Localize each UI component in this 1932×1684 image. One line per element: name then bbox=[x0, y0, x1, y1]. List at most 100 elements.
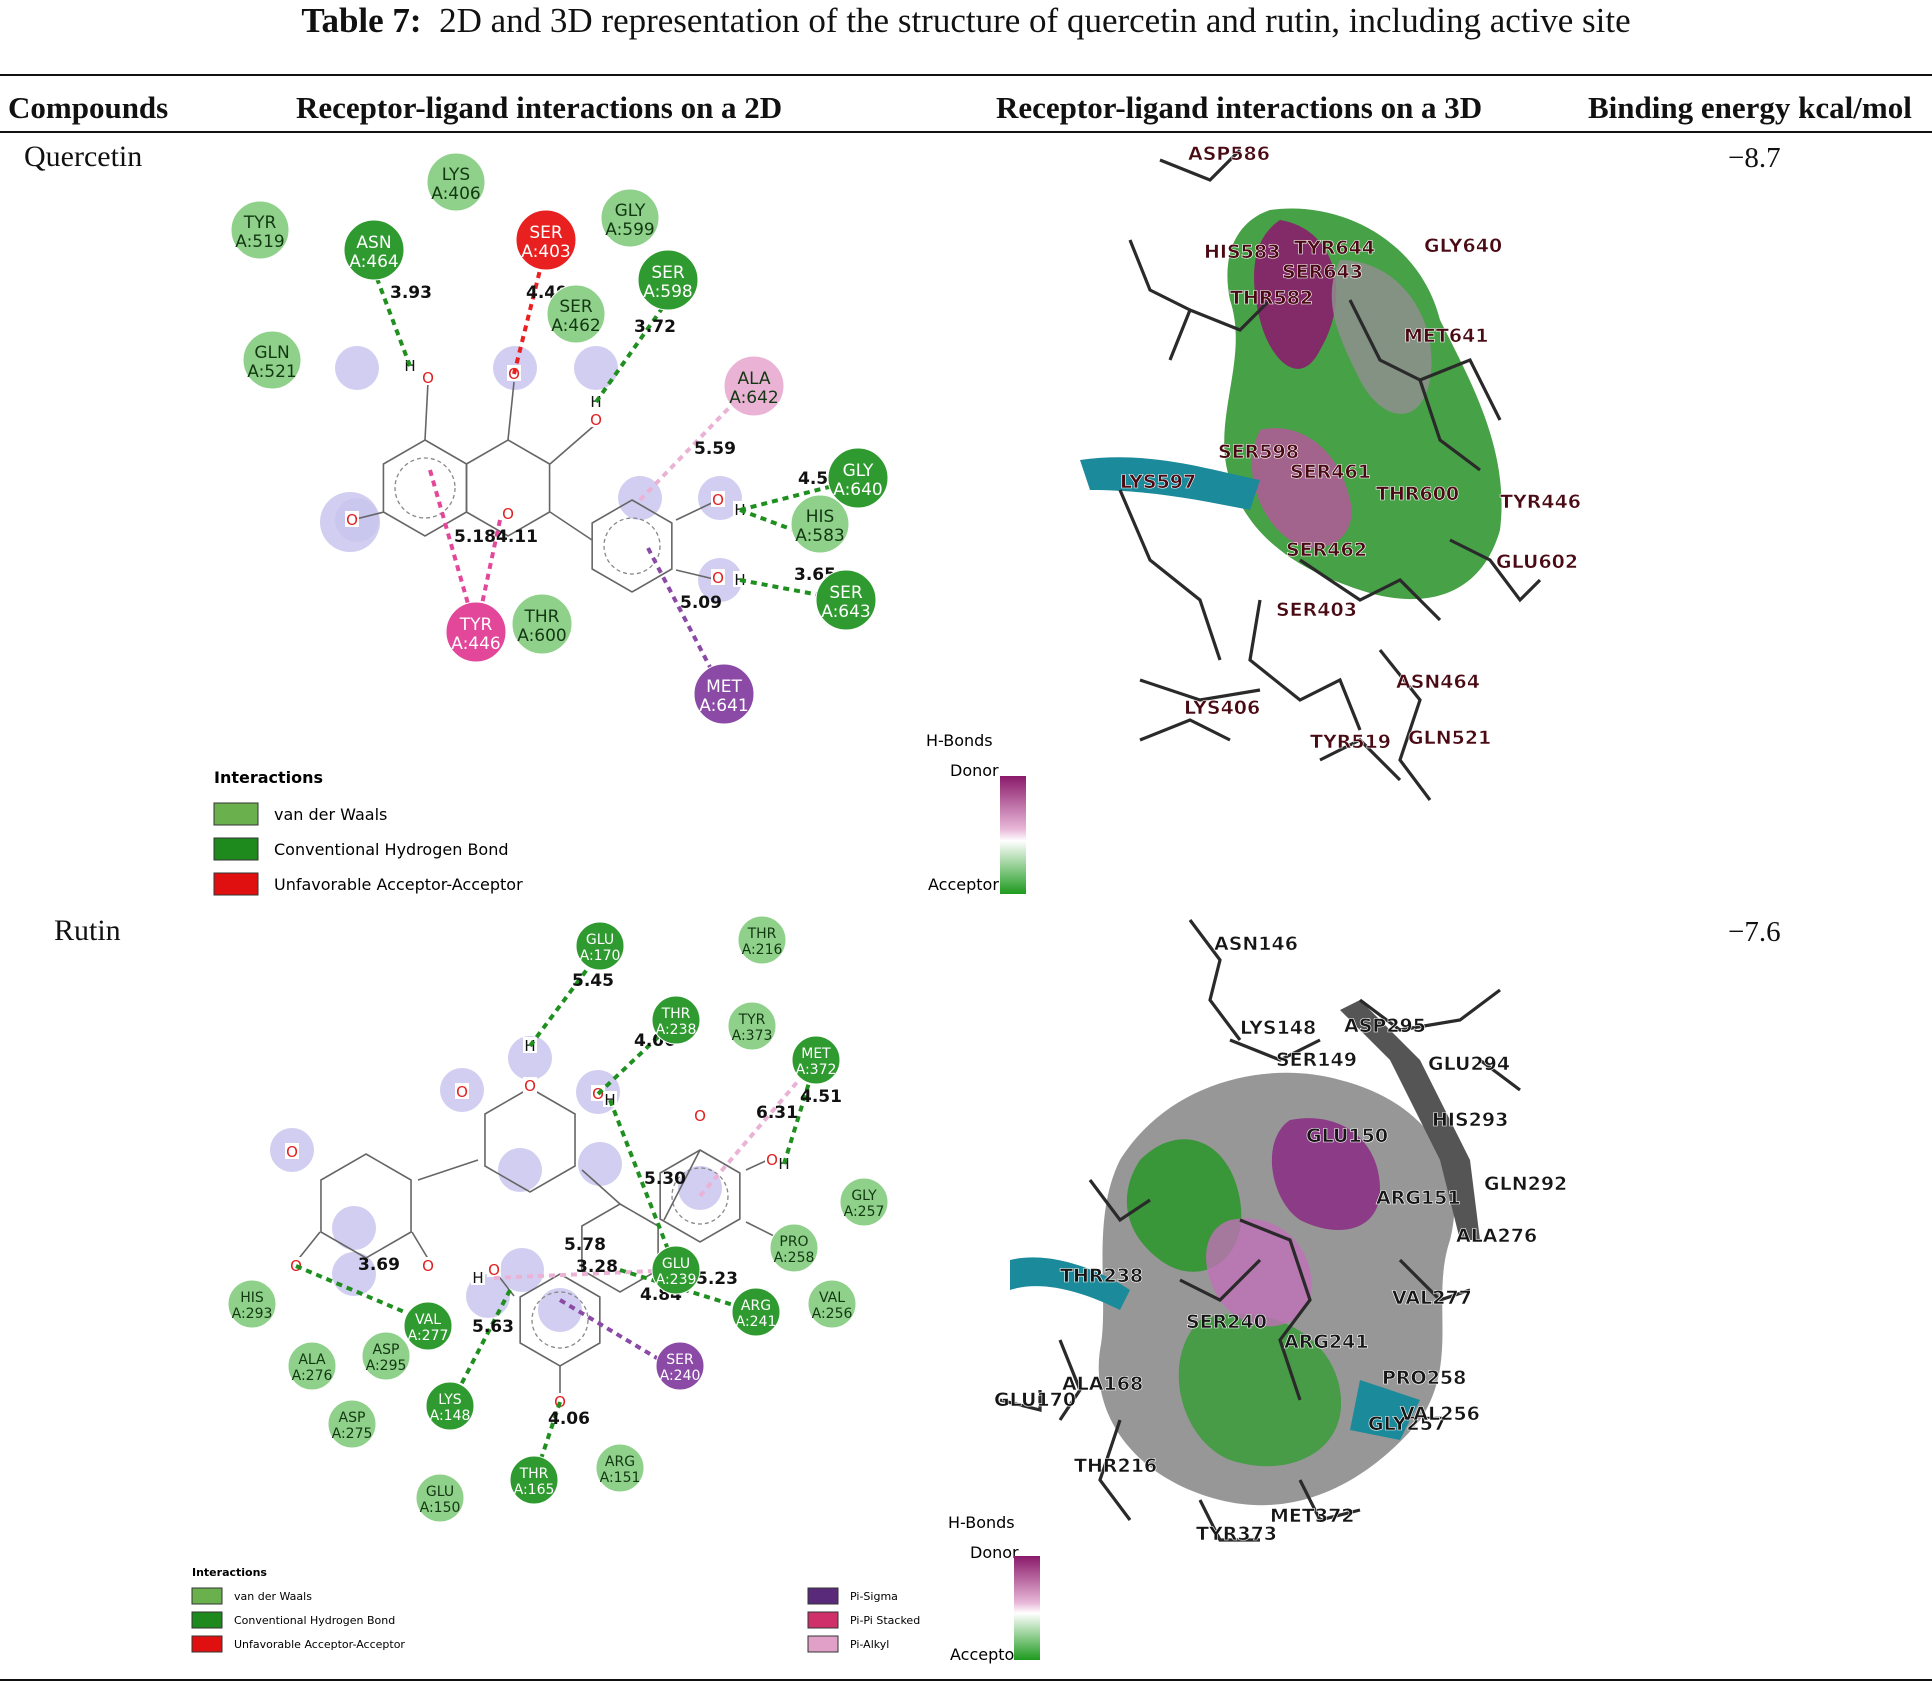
residue-name: TYR bbox=[738, 1012, 766, 1028]
atom-glow bbox=[498, 1148, 542, 1192]
residue-3d-label: TYR446 bbox=[1500, 491, 1581, 513]
hbond-scale-acceptor: Acceptor bbox=[928, 875, 999, 894]
residue-disc bbox=[839, 1177, 889, 1227]
residue-3d-label: SER598 bbox=[1218, 441, 1299, 463]
distance-label: 3.28 bbox=[576, 1257, 618, 1277]
atom-glow bbox=[500, 1248, 544, 1292]
hbond-scale-title: H-Bonds bbox=[926, 731, 993, 750]
residue-id: A:151 bbox=[600, 1470, 641, 1486]
residue-id: A:293 bbox=[232, 1306, 273, 1322]
ring-bond bbox=[320, 1153, 412, 1259]
residue-disc bbox=[807, 1279, 857, 1329]
top-rule bbox=[0, 74, 1932, 76]
residue-name: SER bbox=[529, 223, 563, 243]
residue-name: PRO bbox=[779, 1234, 808, 1250]
bond bbox=[549, 423, 597, 465]
interaction-line bbox=[528, 950, 602, 1048]
residue-id: A:643 bbox=[821, 602, 871, 622]
residue-name: SER bbox=[666, 1352, 694, 1368]
residue-disc bbox=[790, 494, 850, 554]
residue-disc bbox=[361, 1331, 411, 1381]
residue-name: SER bbox=[829, 583, 863, 603]
residue-disc bbox=[515, 209, 577, 271]
residue-3d-label: HIS293 bbox=[1432, 1109, 1508, 1131]
residue-3d-label: MET372 bbox=[1270, 1505, 1355, 1527]
bond bbox=[663, 1149, 701, 1221]
residue-id: A:148 bbox=[430, 1408, 471, 1424]
residue-disc bbox=[227, 1279, 277, 1329]
bottom-rule bbox=[0, 1679, 1932, 1681]
surface-acceptor bbox=[1178, 1313, 1342, 1467]
atom-bg bbox=[765, 1151, 779, 1167]
hbond-scale-bar bbox=[1000, 776, 1026, 894]
legend-label: Conventional Hydrogen Bond bbox=[234, 1614, 395, 1627]
binding-energy-quercetin: −8.7 bbox=[1728, 142, 1781, 174]
atom-label: H bbox=[472, 1269, 483, 1287]
ring-bond bbox=[659, 1149, 741, 1243]
atom-label: O bbox=[502, 505, 514, 523]
residue-name: GLU bbox=[662, 1256, 690, 1272]
residue-3d-label: ASN464 bbox=[1396, 671, 1480, 693]
residue-id: A:598 bbox=[643, 282, 693, 302]
residue-id: A:275 bbox=[332, 1426, 373, 1442]
ring-bond bbox=[484, 1087, 576, 1193]
surface-mixed bbox=[1251, 428, 1352, 548]
residue-id: A:240 bbox=[660, 1368, 701, 1384]
residue-id: A:462 bbox=[551, 316, 601, 336]
legend-label: van der Waals bbox=[274, 805, 387, 824]
compound-name-rutin: Rutin bbox=[54, 914, 121, 947]
residue-name: THR bbox=[661, 1006, 691, 1022]
residue-disc bbox=[769, 1223, 819, 1273]
interaction-line bbox=[594, 298, 670, 404]
legend-swatch bbox=[807, 1635, 839, 1653]
residue-name: VAL bbox=[819, 1290, 845, 1306]
aromatic-ring bbox=[671, 1167, 729, 1225]
residue-disc bbox=[242, 330, 302, 390]
aromatic-ring bbox=[531, 1291, 589, 1349]
hbond-scale-donor: Donor bbox=[950, 761, 999, 780]
residue-disc bbox=[651, 995, 701, 1045]
residue-disc bbox=[595, 1443, 645, 1493]
residue-disc bbox=[693, 663, 755, 725]
distance-label: 5.30 bbox=[644, 1169, 686, 1189]
residue-id: A:295 bbox=[366, 1358, 407, 1374]
interaction-line bbox=[368, 259, 412, 367]
residue-id: A:599 bbox=[605, 220, 655, 240]
distance-label: 3.69 bbox=[358, 1255, 400, 1275]
residue-id: A:150 bbox=[420, 1500, 461, 1516]
residue-name: THR bbox=[747, 926, 777, 942]
atom-bg bbox=[487, 1261, 501, 1277]
residue-disc bbox=[426, 152, 486, 212]
residue-3d-label: ARG151 bbox=[1376, 1187, 1461, 1209]
column-header-compounds: Compounds bbox=[8, 90, 169, 125]
atom-glow bbox=[335, 346, 379, 390]
residue-id: A:257 bbox=[844, 1204, 885, 1220]
residue-id: A:641 bbox=[699, 696, 749, 716]
bond bbox=[417, 1159, 479, 1181]
residue-id: A:373 bbox=[732, 1028, 773, 1044]
column-header-3d: Receptor-ligand interactions on a 3D bbox=[996, 90, 1483, 125]
legend-label: Unfavorable Acceptor-Acceptor bbox=[274, 875, 523, 894]
caption-text: 2D and 3D representation of the structur… bbox=[439, 1, 1631, 40]
residue-id: A:403 bbox=[521, 242, 571, 262]
residue-id: A:277 bbox=[408, 1328, 449, 1344]
hbond-scale-bar bbox=[1014, 1556, 1040, 1660]
legend-swatch bbox=[191, 1611, 223, 1629]
residue-name: TYR bbox=[459, 615, 493, 635]
residue-3d-label: VAL256 bbox=[1400, 1403, 1480, 1425]
residue-disc bbox=[737, 915, 787, 965]
residue-3d-label: SER462 bbox=[1286, 539, 1367, 561]
residue-3d-label: ASP295 bbox=[1344, 1015, 1426, 1037]
compound-name-quercetin: Quercetin bbox=[24, 140, 143, 173]
bond bbox=[507, 381, 515, 441]
